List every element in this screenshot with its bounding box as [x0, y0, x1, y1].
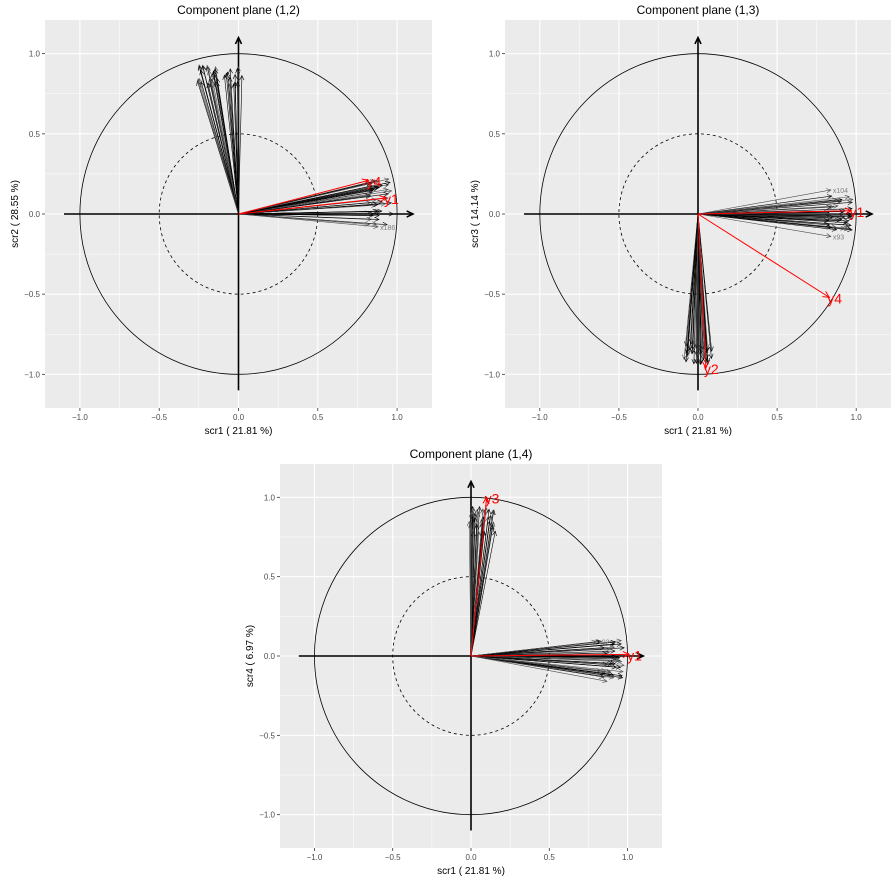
highlighted-variable-label: y1 — [384, 191, 399, 207]
highlighted-variable-label: y2 — [704, 361, 719, 377]
labeled-variable-label: x186 — [380, 225, 395, 232]
labeled-variable-label: x93 — [833, 234, 844, 241]
y-tick-label: −0.5 — [484, 290, 500, 299]
y-tick-labels: −1.0 −0.5 0.0 0.5 1.0 — [24, 50, 45, 380]
y-tick-label: 1.0 — [489, 50, 501, 59]
y-tick-label: 0.5 — [264, 573, 276, 582]
highlighted-variable-label: y4 — [367, 173, 382, 189]
y-axis-title: scr2 ( 28.55 %) — [10, 180, 21, 248]
x-tick-label: 0.5 — [312, 413, 324, 422]
chart-svg-1-4: x92 y1 y3 −1.0 −0.5 0.0 0.5 1.0 −1.0 −0.5 0.0 0.5 1.… — [230, 444, 666, 888]
x-tick-label: 0.0 — [233, 413, 245, 422]
x-tick-label: 0.5 — [544, 853, 556, 862]
x-axis-title: scr1 ( 21.81 %) — [205, 426, 273, 437]
y-tick-label: 1.0 — [29, 50, 41, 59]
labeled-variable-label: x92 — [598, 640, 609, 647]
x-axis-title: scr1 ( 21.81 %) — [437, 866, 505, 877]
x-tick-label: −1.0 — [72, 413, 88, 422]
y-tick-labels: −1.0 −0.5 0.0 0.5 1.0 — [259, 493, 280, 819]
highlighted-variable-label: y3 — [485, 490, 500, 506]
x-tick-labels: −1.0 −0.5 0.0 0.5 1.0 — [72, 408, 403, 422]
x-tick-label: −1.0 — [307, 853, 323, 862]
x-tick-label: 0.5 — [772, 413, 784, 422]
chart-title: Component plane (1,2) — [177, 3, 300, 17]
x-axis-title: scr1 ( 21.81 %) — [664, 426, 732, 437]
highlighted-variable-label: y1 — [849, 204, 864, 220]
chart-title: Component plane (1,3) — [637, 3, 760, 17]
y-tick-label: −0.5 — [24, 290, 40, 299]
y-tick-label: −1.0 — [484, 370, 500, 379]
x-tick-label: 1.0 — [622, 853, 634, 862]
highlighted-variable-label: y1 — [627, 647, 642, 663]
y-tick-label: 0.0 — [29, 210, 41, 219]
chart-title: Component plane (1,4) — [410, 447, 533, 461]
y-tick-label: 0.0 — [489, 210, 501, 219]
component-plane-1-4: x92 y1 y3 −1.0 −0.5 0.0 0.5 1.0 −1.0 −0.5 0.0 0.5 1.… — [230, 444, 666, 888]
x-tick-label: −1.0 — [532, 413, 548, 422]
chart-svg-1-3: x104 x93 y1 y4 y2 −1.0 −0.5 0.0 0.5 1.0 −1.0 −0.5 0.… — [460, 0, 896, 444]
y-tick-label: −1.0 — [259, 811, 275, 820]
y-axis-title: scr3 ( 14.14 %) — [470, 180, 481, 248]
labeled-variable-label: x104 — [833, 188, 848, 195]
x-tick-label: 0.0 — [692, 413, 704, 422]
y-tick-label: 0.5 — [29, 130, 41, 139]
y-tick-label: 0.0 — [264, 652, 276, 661]
y-tick-labels: −1.0 −0.5 0.0 0.5 1.0 — [484, 50, 505, 380]
x-tick-label: −0.5 — [151, 413, 167, 422]
x-tick-labels: −1.0 −0.5 0.0 0.5 1.0 — [307, 848, 634, 862]
x-tick-label: −0.5 — [385, 853, 401, 862]
x-tick-label: −0.5 — [611, 413, 627, 422]
x-tick-label: 0.0 — [465, 853, 477, 862]
x-tick-labels: −1.0 −0.5 0.0 0.5 1.0 — [532, 408, 862, 422]
x-tick-label: 1.0 — [392, 413, 404, 422]
y-axis-title: scr4 ( 6.97 %) — [245, 625, 256, 687]
x-tick-label: 1.0 — [851, 413, 863, 422]
y-tick-label: 0.5 — [489, 130, 501, 139]
y-tick-label: −0.5 — [259, 731, 275, 740]
component-plane-1-3: x104 x93 y1 y4 y2 −1.0 −0.5 0.0 0.5 1.0 −1.0 −0.5 0.… — [460, 0, 896, 444]
highlighted-variable-label: y4 — [827, 290, 842, 306]
y-tick-label: −1.0 — [24, 370, 40, 379]
y-tick-label: 1.0 — [264, 493, 276, 502]
